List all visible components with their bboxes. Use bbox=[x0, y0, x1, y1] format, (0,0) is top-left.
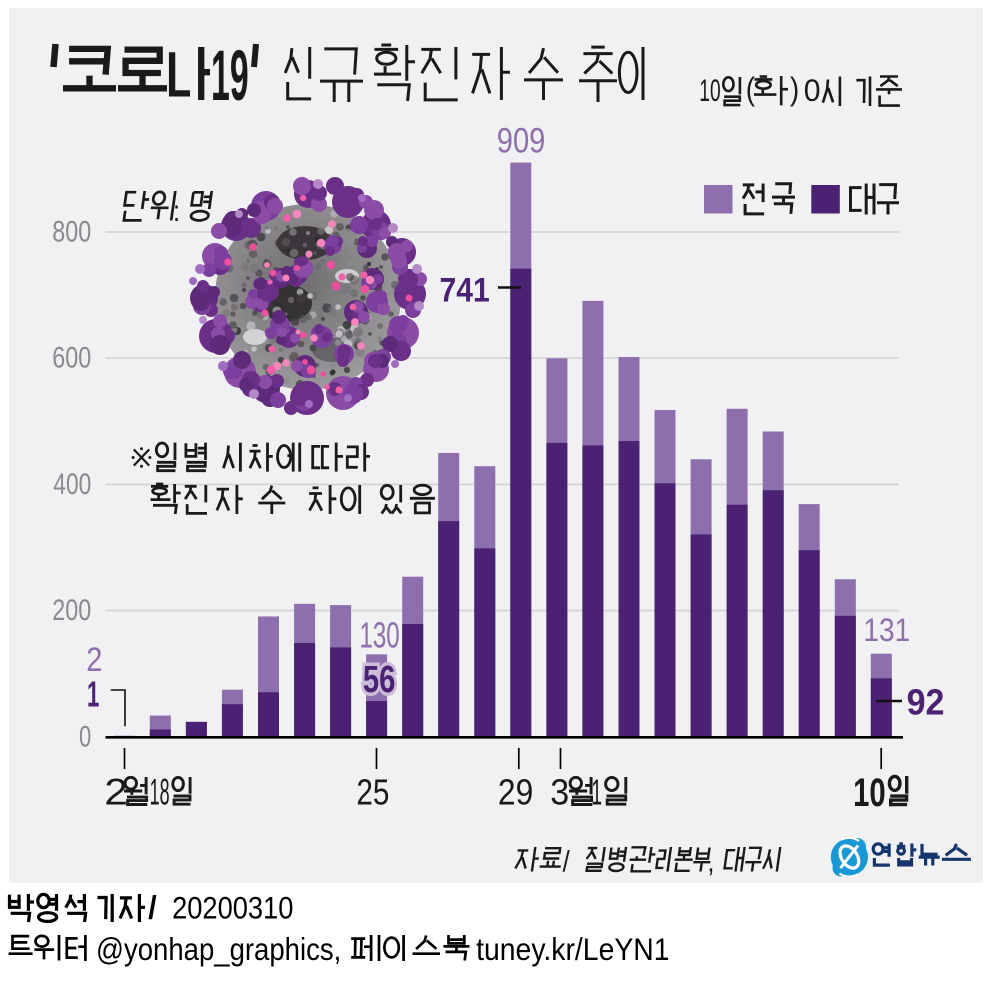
svg-text:909: 909 bbox=[497, 121, 546, 160]
svg-text:2: 2 bbox=[86, 640, 102, 679]
svg-text:/: / bbox=[563, 845, 570, 878]
svg-text:/: / bbox=[148, 890, 157, 926]
svg-text:1: 1 bbox=[87, 675, 99, 715]
svg-text:130: 130 bbox=[360, 616, 400, 656]
svg-text:56: 56 bbox=[363, 658, 396, 701]
svg-text:,: , bbox=[707, 845, 714, 878]
svg-text:0: 0 bbox=[79, 719, 91, 753]
svg-text:(: ( bbox=[746, 72, 755, 108]
svg-text:10: 10 bbox=[699, 72, 720, 108]
svg-text:tuney.kr/LeYN1: tuney.kr/LeYN1 bbox=[476, 933, 669, 968]
svg-text:25: 25 bbox=[356, 772, 389, 812]
svg-text:3: 3 bbox=[550, 772, 569, 812]
svg-text:10: 10 bbox=[853, 771, 886, 816]
svg-text:@yonhap_graphics,: @yonhap_graphics, bbox=[96, 932, 341, 967]
svg-text:0: 0 bbox=[804, 72, 821, 108]
svg-text:20200310: 20200310 bbox=[172, 891, 293, 926]
svg-text:92: 92 bbox=[907, 683, 945, 723]
svg-text:800: 800 bbox=[52, 215, 91, 248]
svg-text:): ) bbox=[790, 72, 799, 108]
svg-text:400: 400 bbox=[53, 467, 91, 501]
svg-text:200: 200 bbox=[52, 593, 91, 626]
svg-text:29: 29 bbox=[498, 772, 533, 812]
svg-text:1: 1 bbox=[591, 773, 602, 813]
svg-text:600: 600 bbox=[52, 341, 91, 374]
svg-text:56: 56 bbox=[363, 658, 396, 701]
svg-text:18: 18 bbox=[150, 773, 170, 814]
svg-text:2: 2 bbox=[104, 772, 128, 813]
svg-text:19: 19 bbox=[211, 36, 249, 115]
svg-text:741: 741 bbox=[440, 271, 490, 309]
svg-text::: : bbox=[173, 194, 180, 227]
svg-text:131: 131 bbox=[863, 614, 910, 649]
